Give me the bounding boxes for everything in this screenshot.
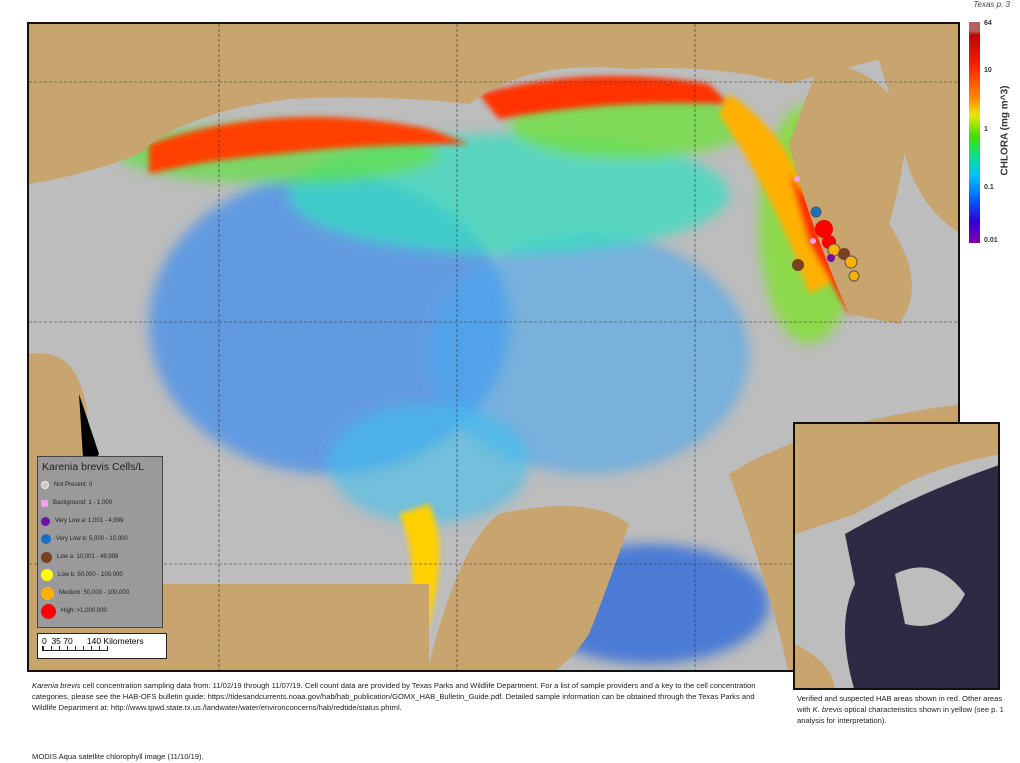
legend-item: Very Low a: 1,001 - 4,999	[38, 512, 162, 530]
legend-item: Low b: 50,000 - 100,000	[38, 566, 162, 584]
modis-caption: MODIS Aqua satellite chlorophyll image (…	[32, 752, 204, 761]
legend-item: Background: 1 - 1,000	[38, 494, 162, 512]
page-label: Texas p. 3	[973, 0, 1010, 9]
colorbar	[969, 22, 980, 243]
colorbar-tick: 64	[984, 20, 992, 27]
colorbar-tick: 0.1	[984, 184, 994, 191]
hab-inset-map	[793, 422, 1000, 690]
colorbar-label: CHLORA (mg m^3)	[999, 85, 1011, 176]
legend-title: Karenia brevis Cells/L	[42, 461, 145, 473]
legend-item: Very Low b: 5,000 - 10,000	[38, 530, 162, 548]
legend-item: Medium: 50,000 - 100,000	[38, 584, 162, 602]
scale-bar-labels: 0 35 70 140 Kilometers	[42, 636, 144, 646]
inset-caption: Verified and suspected HAB areas shown i…	[797, 694, 1004, 725]
sample-markers	[792, 176, 860, 282]
colorbar-tick: 0.01	[984, 237, 998, 244]
legend: Karenia brevis Cells/L Not Present: 0 Ba…	[37, 456, 163, 628]
legend-item: High: >1,000,000	[38, 602, 162, 620]
map-caption: Karenia brevis cell concentration sampli…	[32, 681, 756, 712]
scale-bar: 0 35 70 140 Kilometers	[37, 633, 167, 659]
legend-item: Low a: 10,001 - 49,999	[38, 548, 162, 566]
legend-item: Not Present: 0	[38, 476, 162, 494]
colorbar-tick: 10	[984, 67, 992, 74]
colorbar-tick: 1	[984, 126, 988, 133]
chlorophyll-map	[27, 22, 960, 672]
